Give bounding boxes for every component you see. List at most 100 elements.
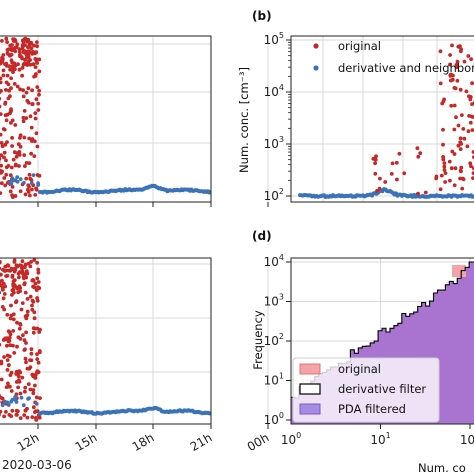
filtered-point bbox=[15, 175, 20, 180]
original-point bbox=[28, 387, 33, 392]
original-point bbox=[33, 111, 38, 115]
original-point bbox=[2, 150, 7, 155]
original-point bbox=[438, 187, 443, 192]
filtered-point bbox=[6, 402, 11, 407]
histogram-bar bbox=[453, 283, 458, 424]
original-point bbox=[10, 118, 15, 123]
original-point bbox=[21, 94, 26, 99]
original-point bbox=[0, 396, 5, 401]
original-point bbox=[469, 164, 473, 169]
original-point bbox=[35, 276, 40, 281]
x-tick-label: 15h bbox=[73, 430, 100, 454]
original-point bbox=[448, 74, 453, 78]
y-tick-label: 101 bbox=[264, 372, 284, 388]
original-point bbox=[1, 68, 6, 73]
original-point bbox=[32, 310, 37, 315]
original-point bbox=[7, 413, 12, 417]
original-point bbox=[18, 189, 23, 194]
original-point bbox=[23, 164, 27, 169]
original-point bbox=[13, 123, 18, 127]
original-point bbox=[30, 102, 35, 107]
original-point bbox=[20, 375, 25, 380]
original-point bbox=[35, 44, 39, 49]
filtered-point bbox=[19, 395, 24, 400]
original-point bbox=[7, 88, 11, 93]
original-point bbox=[3, 183, 8, 188]
original-point bbox=[36, 280, 41, 284]
legend-derivative-swatch bbox=[299, 383, 321, 395]
original-point bbox=[22, 281, 27, 285]
original-point bbox=[17, 47, 22, 51]
original-point bbox=[22, 109, 27, 113]
original-point bbox=[371, 156, 376, 161]
original-point bbox=[448, 178, 452, 183]
original-point bbox=[34, 395, 39, 400]
original-point bbox=[458, 176, 462, 181]
original-point bbox=[15, 285, 19, 290]
original-point bbox=[31, 405, 36, 410]
original-point bbox=[36, 270, 41, 275]
original-point bbox=[17, 275, 21, 280]
original-point bbox=[21, 119, 26, 124]
original-point bbox=[29, 351, 34, 356]
original-point bbox=[470, 81, 474, 86]
original-point bbox=[29, 125, 34, 130]
original-point bbox=[15, 344, 19, 349]
original-point bbox=[35, 61, 39, 65]
original-point bbox=[2, 355, 6, 359]
original-point bbox=[0, 156, 2, 161]
original-point bbox=[21, 50, 26, 55]
original-point bbox=[34, 131, 39, 136]
original-point bbox=[20, 301, 25, 305]
original-point bbox=[8, 189, 13, 194]
filtered-point bbox=[18, 177, 23, 182]
original-point bbox=[0, 80, 3, 85]
original-point bbox=[26, 37, 31, 42]
panel-b-label: (b) bbox=[252, 9, 272, 23]
original-point bbox=[33, 383, 37, 388]
original-point bbox=[0, 39, 4, 43]
y-tick-label: 102 bbox=[264, 187, 284, 203]
original-point bbox=[35, 326, 40, 331]
original-point bbox=[23, 290, 28, 295]
filtered-point bbox=[11, 178, 16, 183]
original-point bbox=[18, 263, 22, 268]
original-point bbox=[423, 190, 428, 195]
original-point bbox=[21, 88, 25, 92]
original-point bbox=[4, 385, 9, 389]
panel-c: 12h 15h 18h 21h 00h 2020-03-06 bbox=[0, 257, 272, 472]
original-point bbox=[465, 144, 470, 149]
original-point bbox=[30, 303, 34, 308]
original-point bbox=[459, 49, 463, 54]
original-point bbox=[5, 40, 9, 44]
original-point bbox=[441, 142, 445, 147]
original-point bbox=[29, 358, 34, 363]
original-point bbox=[5, 353, 10, 358]
original-point bbox=[21, 333, 25, 338]
original-point bbox=[33, 116, 38, 121]
panel-d-label: (d) bbox=[252, 229, 272, 243]
original-point bbox=[13, 163, 18, 168]
original-point bbox=[27, 161, 32, 166]
original-point bbox=[4, 274, 8, 278]
original-point bbox=[20, 56, 24, 61]
original-point bbox=[31, 300, 36, 304]
original-point bbox=[24, 55, 29, 60]
original-point bbox=[0, 272, 1, 276]
original-point bbox=[33, 65, 38, 69]
original-point bbox=[7, 64, 11, 68]
original-point bbox=[9, 389, 14, 393]
original-point bbox=[449, 103, 454, 108]
filtered-point bbox=[36, 181, 40, 186]
original-point bbox=[0, 58, 5, 63]
original-point bbox=[12, 351, 17, 355]
original-point bbox=[450, 77, 455, 82]
original-point bbox=[6, 82, 11, 87]
original-point bbox=[450, 149, 455, 154]
original-point bbox=[12, 82, 17, 86]
original-point bbox=[11, 287, 16, 292]
original-point bbox=[18, 286, 23, 290]
original-point bbox=[26, 190, 31, 194]
original-point bbox=[20, 47, 25, 51]
original-point bbox=[454, 63, 459, 67]
